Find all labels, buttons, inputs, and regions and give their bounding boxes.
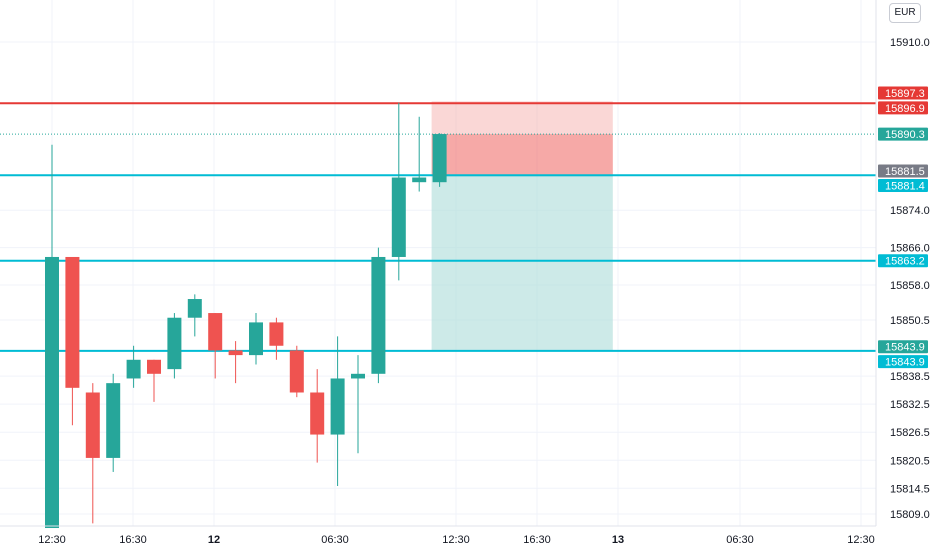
price-badge <box>878 101 928 115</box>
candle-body <box>269 322 284 346</box>
time-tick-label: 13 <box>612 534 624 546</box>
price-badge-label: 15897.3 <box>885 88 925 100</box>
take-profit-zone[interactable] <box>431 175 613 351</box>
time-tick-label: 12:30 <box>442 534 470 546</box>
candle-body <box>65 256 80 388</box>
time-tick-label: 16:30 <box>119 534 147 546</box>
time-axis[interactable]: 12:30 16:30 12 06:30 12:30 16:30 13 06:30 12:30 <box>38 534 875 546</box>
candle-body <box>187 299 202 318</box>
price-badge-label: 15881.4 <box>885 180 925 192</box>
price-badge <box>878 355 928 369</box>
candle-body <box>391 177 406 257</box>
candle-body <box>147 359 161 374</box>
price-badge <box>878 127 928 141</box>
price-tick-label: 15838.5 <box>890 371 930 383</box>
price-scale-bg[interactable] <box>876 0 932 550</box>
candle-body <box>249 322 263 356</box>
current-loss-zone <box>431 134 613 176</box>
candle-body <box>208 313 223 351</box>
candle-body <box>106 383 121 458</box>
candle-body <box>310 392 325 435</box>
price-axis[interactable]: 15910.0 15874.0 15866.0 15858.0 15850.5 15838… <box>890 37 930 521</box>
price-badge <box>878 86 928 100</box>
candle-body <box>330 378 345 435</box>
candle-body <box>126 359 141 379</box>
time-tick-label: 12:30 <box>38 534 66 546</box>
candle-body <box>228 350 243 356</box>
time-tick-label: 06:30 <box>726 534 754 546</box>
price-badge <box>878 340 928 354</box>
price-badge <box>878 254 928 268</box>
candle-body <box>167 317 182 370</box>
price-tick-label: 15814.5 <box>890 483 930 495</box>
price-badge <box>878 178 928 192</box>
candle-body <box>412 177 427 183</box>
price-tick-label: 15866.0 <box>890 243 930 255</box>
stop-loss-zone[interactable] <box>431 101 613 176</box>
price-tick-label: 15820.5 <box>890 455 930 467</box>
currency-button[interactable]: EUR <box>889 3 921 23</box>
time-tick-label: 16:30 <box>523 534 551 546</box>
price-tick-label: 15832.5 <box>890 399 930 411</box>
candle-body <box>289 350 304 393</box>
candle-body <box>371 256 386 374</box>
time-tick-label: 06:30 <box>321 534 349 546</box>
price-badge-label: 15881.5 <box>885 166 925 178</box>
price-tick-label: 15826.5 <box>890 427 930 439</box>
price-tick-label: 15809.0 <box>890 509 930 521</box>
price-tick-label: 15910.0 <box>890 37 930 49</box>
price-badge-label: 15890.3 <box>885 129 925 141</box>
candle-body <box>45 256 59 529</box>
price-badge <box>878 164 928 178</box>
price-badge-label: 15863.2 <box>885 256 925 268</box>
price-badge-label: 15843.9 <box>885 357 925 369</box>
candles <box>45 102 447 529</box>
candle-body <box>85 392 100 458</box>
time-tick-label: 12:30 <box>847 534 875 546</box>
candle-body <box>351 373 365 379</box>
price-badge-label: 15896.9 <box>885 103 925 115</box>
price-tick-label: 15850.5 <box>890 315 930 327</box>
price-badge-label: 15843.9 <box>885 342 925 354</box>
price-badges: 15897.3 15896.9 15890.3 15881.5 15881.4 15863… <box>878 86 928 369</box>
position-zones[interactable] <box>431 101 613 351</box>
price-tick-label: 15874.0 <box>890 205 930 217</box>
time-tick-label: 12 <box>208 534 220 546</box>
candle-body <box>432 134 447 183</box>
price-tick-label: 15858.0 <box>890 280 930 292</box>
